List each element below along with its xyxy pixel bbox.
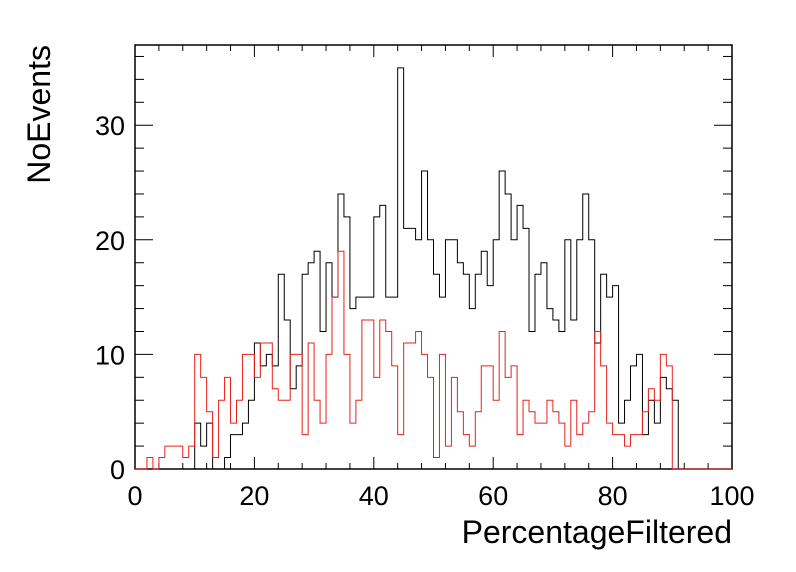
histogram-series-2 <box>135 250 732 470</box>
x-tick-label: 80 <box>598 481 628 511</box>
histogram-series <box>135 67 732 470</box>
axis-ticks <box>134 45 733 470</box>
y-tick-label: 10 <box>95 340 125 370</box>
x-axis-title: PercentageFiltered <box>462 514 732 550</box>
x-tick-label: 40 <box>359 481 389 511</box>
x-tick-label: 20 <box>239 481 269 511</box>
plot-frame <box>134 44 733 470</box>
y-tick-labels: 0 10 20 30 <box>95 111 125 485</box>
y-tick-label: 20 <box>95 226 125 256</box>
y-tick-label: 30 <box>95 111 125 141</box>
x-tick-label: 0 <box>127 481 142 511</box>
histogram-series-1 <box>135 67 732 470</box>
x-tick-label: 100 <box>709 481 754 511</box>
y-tick-label: 0 <box>110 455 125 485</box>
x-tick-labels: 0 20 40 60 80 100 <box>127 481 754 511</box>
y-axis-title: NoEvents <box>21 45 57 184</box>
x-tick-label: 60 <box>478 481 508 511</box>
